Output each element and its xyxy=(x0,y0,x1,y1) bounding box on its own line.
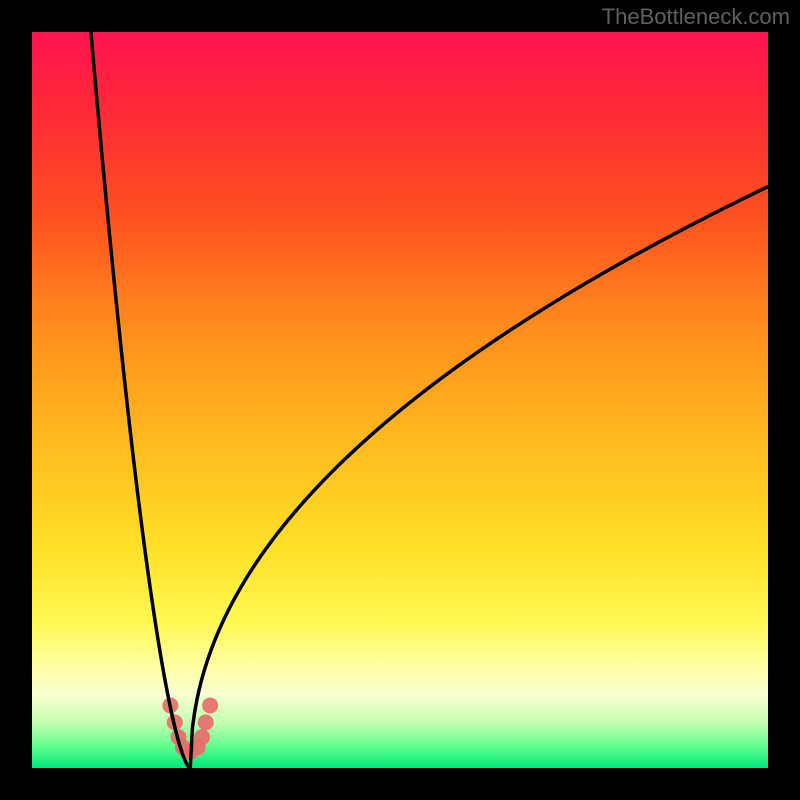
bottleneck-chart xyxy=(0,0,800,800)
curve-marker xyxy=(198,714,214,730)
attribution-watermark: TheBottleneck.com xyxy=(602,4,790,30)
curve-marker xyxy=(202,697,218,713)
plot-background xyxy=(32,32,768,768)
chart-container: TheBottleneck.com xyxy=(0,0,800,800)
curve-marker xyxy=(194,729,210,745)
